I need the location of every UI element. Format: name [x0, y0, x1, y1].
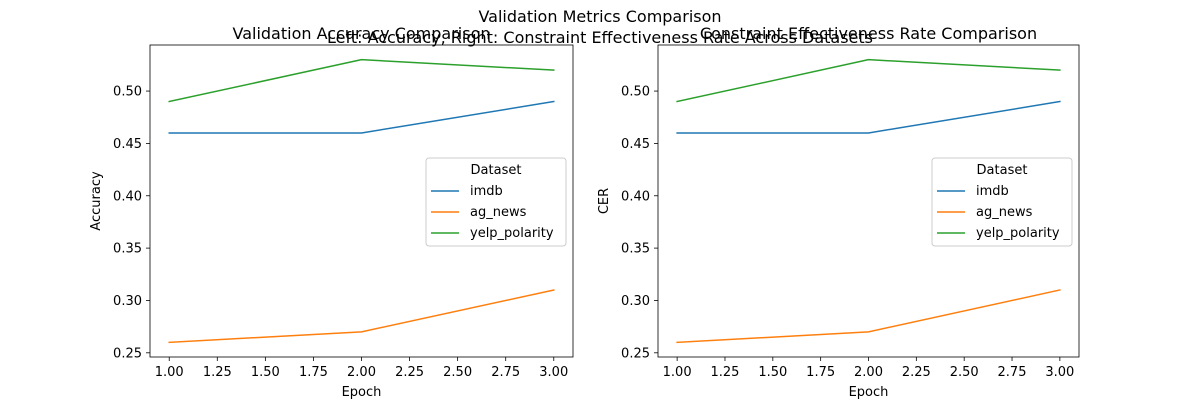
chart-2-legend-label-imdb: imdb — [976, 184, 1009, 199]
chart-1-x-tick-label: 2.75 — [491, 365, 520, 380]
chart-2-x-tick-label: 1.25 — [711, 365, 740, 380]
chart-1-y-tick-label: 0.40 — [113, 189, 142, 204]
chart-2: 1.00 1.25 1.50 1.75 2.00 2.25 2.50 2.75 3.00 0.25… — [597, 24, 1080, 400]
chart-1-y-tick-label: 0.35 — [113, 242, 142, 257]
chart-2-x-axis-label: Epoch — [849, 385, 889, 400]
chart-2-series-line-imdb — [676, 100, 1061, 134]
chart-2-y-tick-label: 0.40 — [621, 189, 650, 204]
chart-1-x-tick-label: 1.50 — [251, 365, 280, 380]
chart-2-title: Constraint Effectiveness Rate Comparison — [700, 24, 1037, 43]
chart-2-legend-box — [931, 157, 1073, 247]
chart-1-series-line-ag_news — [168, 289, 555, 344]
charts-layer: 1.00 1.25 1.50 1.75 2.00 2.25 2.50 2.75 3.00 0.25… — [89, 24, 1080, 400]
chart-1-title: Validation Accuracy Comparison — [232, 24, 490, 43]
chart-1-x-tick-label: 2.00 — [347, 365, 376, 380]
chart-1-legend-label-yelp_polarity: yelp_polarity — [470, 226, 554, 241]
chart-2-x-tick-label: 2.00 — [854, 365, 883, 380]
chart-1: 1.00 1.25 1.50 1.75 2.00 2.25 2.50 2.75 3.00 0.25… — [89, 24, 574, 400]
chart-2-y-tick-label: 0.50 — [621, 85, 650, 100]
chart-1-y-tick-label: 0.30 — [113, 294, 142, 309]
chart-2-legend: Dataset imdb ag_news yelp_polarity — [931, 157, 1073, 247]
chart-1-series-line-yelp_polarity — [168, 58, 555, 103]
chart-2-series-line-ag_news — [676, 289, 1061, 344]
chart-2-y-tick-label: 0.35 — [621, 242, 650, 257]
chart-1-x-tick-label: 1.00 — [155, 365, 184, 380]
chart-2-legend-label-yelp_polarity: yelp_polarity — [976, 226, 1060, 241]
chart-2-x-tick-label: 2.25 — [902, 365, 931, 380]
chart-1-x-tick-label: 2.25 — [395, 365, 424, 380]
chart-1-legend-box — [425, 157, 567, 247]
chart-1-x-tick-label: 2.50 — [443, 365, 472, 380]
chart-1-x-tick-label: 1.75 — [299, 365, 328, 380]
chart-2-y-tick-label: 0.45 — [621, 137, 650, 152]
chart-2-x-tick-label: 1.75 — [806, 365, 835, 380]
chart-1-legend-label-imdb: imdb — [470, 184, 503, 199]
suptitle-line-2: Left: Accuracy, Right: Constraint Effect… — [327, 28, 873, 47]
chart-2-x-tick-label: 3.00 — [1045, 365, 1074, 380]
chart-1-y-axis-label: Accuracy — [89, 171, 104, 231]
chart-1-x-tick-label: 1.25 — [203, 365, 232, 380]
chart-1-legend: Dataset imdb ag_news yelp_polarity — [425, 157, 567, 247]
chart-1-legend-title: Dataset — [471, 163, 522, 178]
chart-2-y-tick-label: 0.30 — [621, 294, 650, 309]
chart-1-y-tick-label: 0.45 — [113, 137, 142, 152]
chart-1-series-line-imdb — [168, 100, 555, 134]
chart-1-x-axis-label: Epoch — [342, 385, 382, 400]
chart-1-y-tick-label: 0.50 — [113, 85, 142, 100]
chart-2-y-axis-label: CER — [597, 188, 612, 214]
chart-2-series-line-yelp_polarity — [676, 58, 1061, 103]
chart-2-legend-label-ag_news: ag_news — [976, 205, 1033, 220]
chart-1-x-tick-label: 3.00 — [539, 365, 568, 380]
chart-2-x-tick-label: 1.00 — [663, 365, 692, 380]
chart-1-y-tick-label: 0.25 — [113, 346, 142, 361]
chart-1-legend-label-ag_news: ag_news — [470, 205, 527, 220]
suptitle-line-1: Validation Metrics Comparison — [478, 7, 721, 26]
chart-2-x-tick-label: 2.50 — [950, 365, 979, 380]
chart-2-y-tick-label: 0.25 — [621, 346, 650, 361]
chart-2-x-tick-label: 1.50 — [758, 365, 787, 380]
chart-2-legend-title: Dataset — [977, 163, 1028, 178]
chart-2-x-tick-label: 2.75 — [998, 365, 1027, 380]
